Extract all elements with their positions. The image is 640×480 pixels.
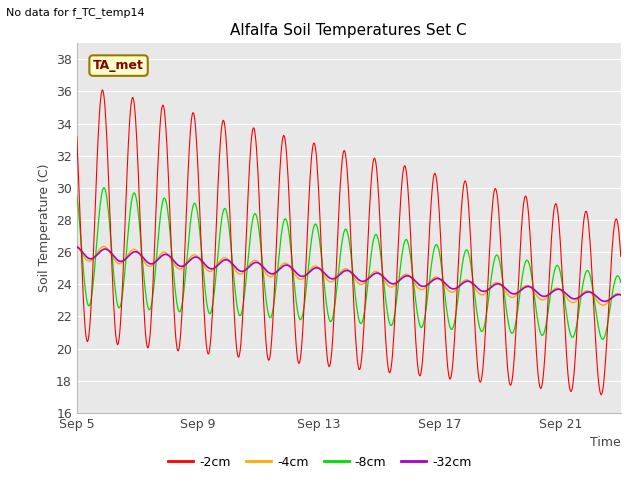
- Text: TA_met: TA_met: [93, 59, 144, 72]
- Y-axis label: Soil Temperature (C): Soil Temperature (C): [38, 164, 51, 292]
- Title: Alfalfa Soil Temperatures Set C: Alfalfa Soil Temperatures Set C: [230, 23, 467, 38]
- Text: No data for f_TC_temp14: No data for f_TC_temp14: [6, 7, 145, 18]
- Legend: -2cm, -4cm, -8cm, -32cm: -2cm, -4cm, -8cm, -32cm: [163, 451, 477, 474]
- X-axis label: Time: Time: [590, 436, 621, 449]
